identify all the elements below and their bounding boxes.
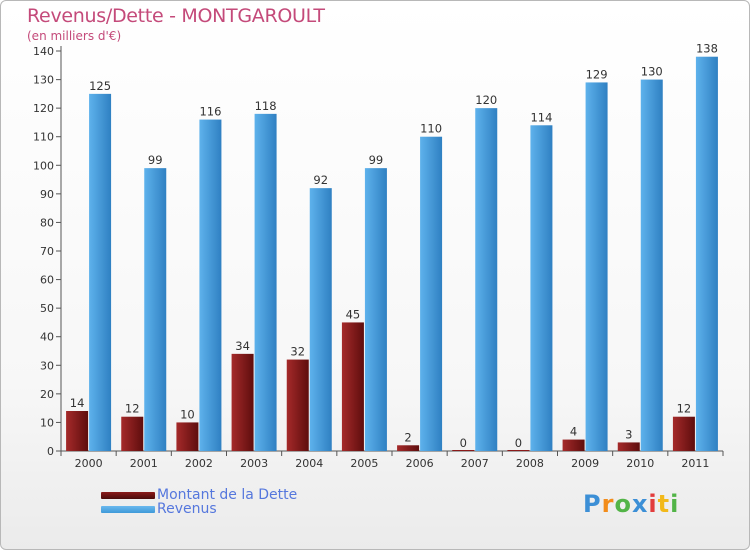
logo-letter: x	[631, 490, 649, 518]
logo-letter: P	[583, 490, 602, 518]
revenue-bar	[144, 168, 167, 451]
x-tick-label: 2002	[185, 457, 213, 470]
logo-letter: i	[648, 490, 658, 518]
proxiti-logo: Proxiti	[583, 490, 679, 518]
revenue-bar	[89, 93, 112, 451]
chart-subtitle: (en milliers d'€)	[27, 29, 122, 43]
debt-value-label: 10	[180, 407, 195, 421]
debt-value-label: 45	[346, 307, 361, 321]
debt-bar	[176, 422, 199, 451]
y-tick-label: 40	[40, 331, 54, 344]
revenue-value-label: 118	[255, 99, 277, 113]
debt-bar	[507, 450, 530, 451]
revenue-value-label: 110	[420, 122, 442, 136]
debt-value-label: 2	[404, 430, 411, 444]
debt-bar	[341, 322, 364, 451]
debt-bar	[562, 439, 585, 451]
y-tick-label: 20	[40, 388, 54, 401]
revenue-value-label: 138	[696, 42, 718, 56]
revenue-bar	[530, 125, 553, 452]
debt-value-label: 0	[515, 436, 522, 450]
y-tick-label: 50	[40, 302, 54, 315]
revenue-value-label: 125	[89, 79, 111, 93]
debt-bar	[286, 359, 309, 451]
x-tick-label: 2003	[240, 457, 268, 470]
revenue-value-label: 129	[586, 67, 608, 81]
x-tick-label: 2006	[406, 457, 434, 470]
revenue-bar	[695, 56, 718, 451]
debt-bar	[121, 416, 144, 451]
debt-bar	[66, 411, 89, 451]
revenue-value-label: 99	[148, 153, 163, 167]
y-tick-label: 90	[40, 188, 54, 201]
legend-item-revenue: Revenus	[101, 501, 217, 517]
x-tick-label: 2005	[350, 457, 378, 470]
revenue-bar	[254, 113, 277, 451]
x-tick-label: 2007	[461, 457, 489, 470]
x-tick-label: 2009	[571, 457, 599, 470]
debt-value-label: 4	[570, 425, 577, 439]
legend-item-debt: Montant de la Dette	[101, 487, 297, 503]
logo-letter: i	[670, 490, 680, 518]
y-tick-label: 0	[47, 445, 54, 458]
y-tick-label: 80	[40, 216, 54, 229]
data-labels: 14 125 12 99 10 116 34 118 32 92 45 99 2 110 0 120 0 114 4…	[70, 42, 718, 450]
debt-value-label: 12	[677, 402, 692, 416]
chart-title: Revenus/Dette - MONTGAROULT	[27, 5, 325, 27]
bars	[66, 56, 718, 452]
revenue-bar	[309, 188, 332, 451]
x-tick-label: 2004	[295, 457, 323, 470]
revenue-bar	[420, 136, 443, 451]
debt-bar	[452, 450, 475, 451]
debt-value-label: 34	[235, 339, 250, 353]
revenue-value-label: 114	[530, 110, 552, 124]
revenue-value-label: 116	[199, 105, 221, 119]
revenue-bar	[364, 168, 387, 451]
x-tick-label: 2010	[626, 457, 654, 470]
x-tick-label: 2008	[516, 457, 544, 470]
debt-value-label: 14	[70, 396, 85, 410]
revenue-value-label: 92	[313, 173, 328, 187]
x-tick-label: 2000	[75, 457, 103, 470]
logo-letter: t	[657, 490, 671, 518]
y-tick-label: 30	[40, 359, 54, 372]
legend-swatch-revenue	[101, 505, 155, 513]
revenue-bar	[199, 119, 222, 452]
y-tick-label: 120	[33, 102, 54, 115]
x-tick-label: 2011	[681, 457, 709, 470]
revenue-bar	[640, 79, 663, 452]
logo-letter: o	[614, 490, 632, 518]
y-tick-label: 130	[33, 74, 54, 87]
debt-bar	[231, 353, 254, 451]
revenue-bar	[585, 82, 608, 451]
y-tick-label: 60	[40, 274, 54, 287]
debt-bar	[617, 442, 640, 451]
revenue-value-label: 120	[475, 93, 497, 107]
revenue-value-label: 99	[369, 153, 384, 167]
legend-label-debt: Montant de la Dette	[157, 487, 298, 503]
debt-bar	[672, 416, 695, 451]
y-tick-label: 100	[33, 159, 54, 172]
y-tick-label: 70	[40, 245, 54, 258]
logo-letter: r	[601, 490, 615, 518]
revenue-bar	[475, 108, 498, 452]
x-tick-label: 2001	[130, 457, 158, 470]
debt-value-label: 32	[290, 345, 305, 359]
y-tick-label: 10	[40, 416, 54, 429]
debt-value-label: 0	[460, 436, 467, 450]
y-tick-label: 110	[33, 131, 54, 144]
debt-value-label: 3	[625, 427, 632, 441]
legend-swatch-debt	[101, 491, 155, 499]
debt-bar	[397, 445, 420, 451]
debt-value-label: 12	[125, 402, 140, 416]
legend-label-revenue: Revenus	[157, 501, 217, 517]
revenue-value-label: 130	[641, 65, 663, 79]
y-tick-label: 140	[33, 45, 54, 58]
